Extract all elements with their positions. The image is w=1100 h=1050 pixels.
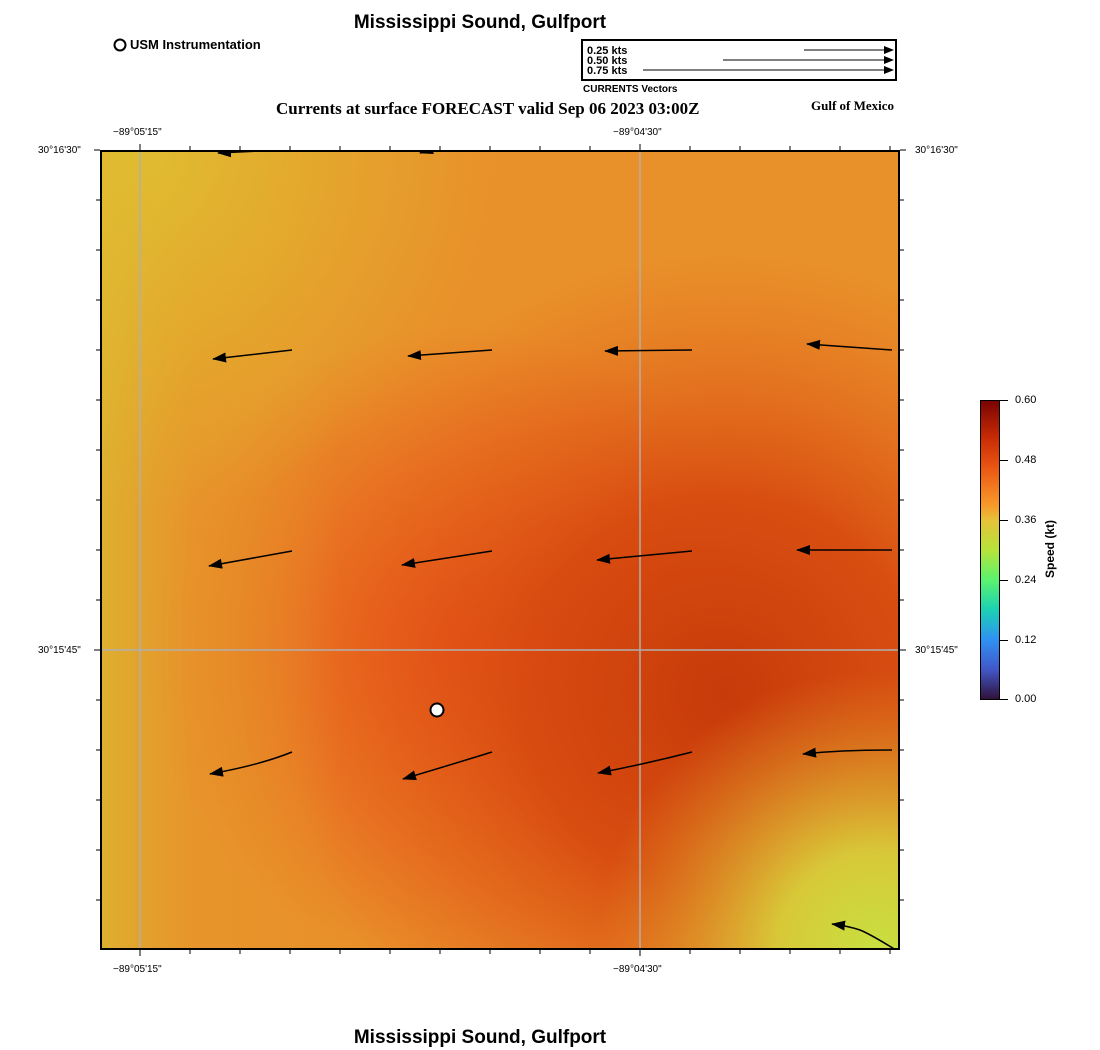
vector-legend-entry-2: 0.50 kts <box>587 55 628 67</box>
lon-label-bottom-1: −89°05'15" <box>113 964 162 975</box>
speed-colorbar <box>980 400 1000 700</box>
current-vector <box>209 751 293 777</box>
colorbar-tick <box>1000 520 1008 521</box>
current-vector <box>419 152 434 155</box>
region-label: Gulf of Mexico <box>811 98 895 113</box>
map-title: Mississippi Sound, Gulfport <box>353 12 607 33</box>
current-vector <box>831 920 895 948</box>
current-vector <box>401 550 493 568</box>
current-vectors <box>208 152 895 948</box>
lat-label-right-2: 30°15'45" <box>915 645 958 656</box>
current-vector <box>217 152 255 158</box>
station-marker <box>429 702 445 718</box>
current-vector <box>806 339 893 351</box>
lat-label-right-1: 30°16'30" <box>915 145 958 156</box>
colorbar-label: 0.24 <box>1015 574 1037 586</box>
current-vector <box>402 751 493 781</box>
current-vector <box>208 550 293 569</box>
vector-legend-entry-3: 0.75 kts <box>587 65 628 77</box>
footer-title: Mississippi Sound, Gulfport <box>353 1027 607 1048</box>
vector-legend-entry-1: 0.25 kts <box>587 45 628 57</box>
current-vector <box>597 751 693 776</box>
lon-label-bottom-2: −89°04'30" <box>613 964 662 975</box>
vector-legend-caption: CURRENTS Vectors <box>583 84 678 95</box>
vector-legend-arrows <box>643 46 894 74</box>
colorbar-tick <box>1000 699 1008 700</box>
forecast-subtitle: Currents at surface FORECAST valid Sep 0… <box>276 99 700 118</box>
colorbar-label: 0.48 <box>1015 454 1037 466</box>
current-vector <box>407 349 493 361</box>
instrumentation-label: USM Instrumentation <box>130 37 261 52</box>
colorbar-tick <box>1000 580 1008 581</box>
station-marker-icon <box>113 38 127 52</box>
current-vector <box>212 349 293 363</box>
lon-label-top-2: −89°04'30" <box>613 127 662 138</box>
vector-legend-box: 0.25 kts 0.50 kts 0.75 kts <box>581 39 897 81</box>
colorbar-label: 0.12 <box>1015 634 1037 646</box>
colorbar-tick <box>1000 640 1008 641</box>
current-vector <box>604 345 693 356</box>
current-vector <box>802 747 893 758</box>
current-speed-map[interactable] <box>100 150 900 950</box>
lon-label-top-1: −89°05'15" <box>113 127 162 138</box>
colorbar-label: 0.36 <box>1015 514 1037 526</box>
colorbar-label: 0.00 <box>1015 693 1037 705</box>
speed-field <box>102 152 898 948</box>
current-vector <box>596 550 693 564</box>
colorbar-title: Speed (kt) <box>1043 520 1057 579</box>
lat-label-left-1: 30°16'30" <box>38 145 81 156</box>
colorbar-label: 0.60 <box>1015 394 1037 406</box>
colorbar-tick <box>1000 460 1008 461</box>
colorbar-tick <box>1000 400 1008 401</box>
lat-label-left-2: 30°15'45" <box>38 645 81 656</box>
